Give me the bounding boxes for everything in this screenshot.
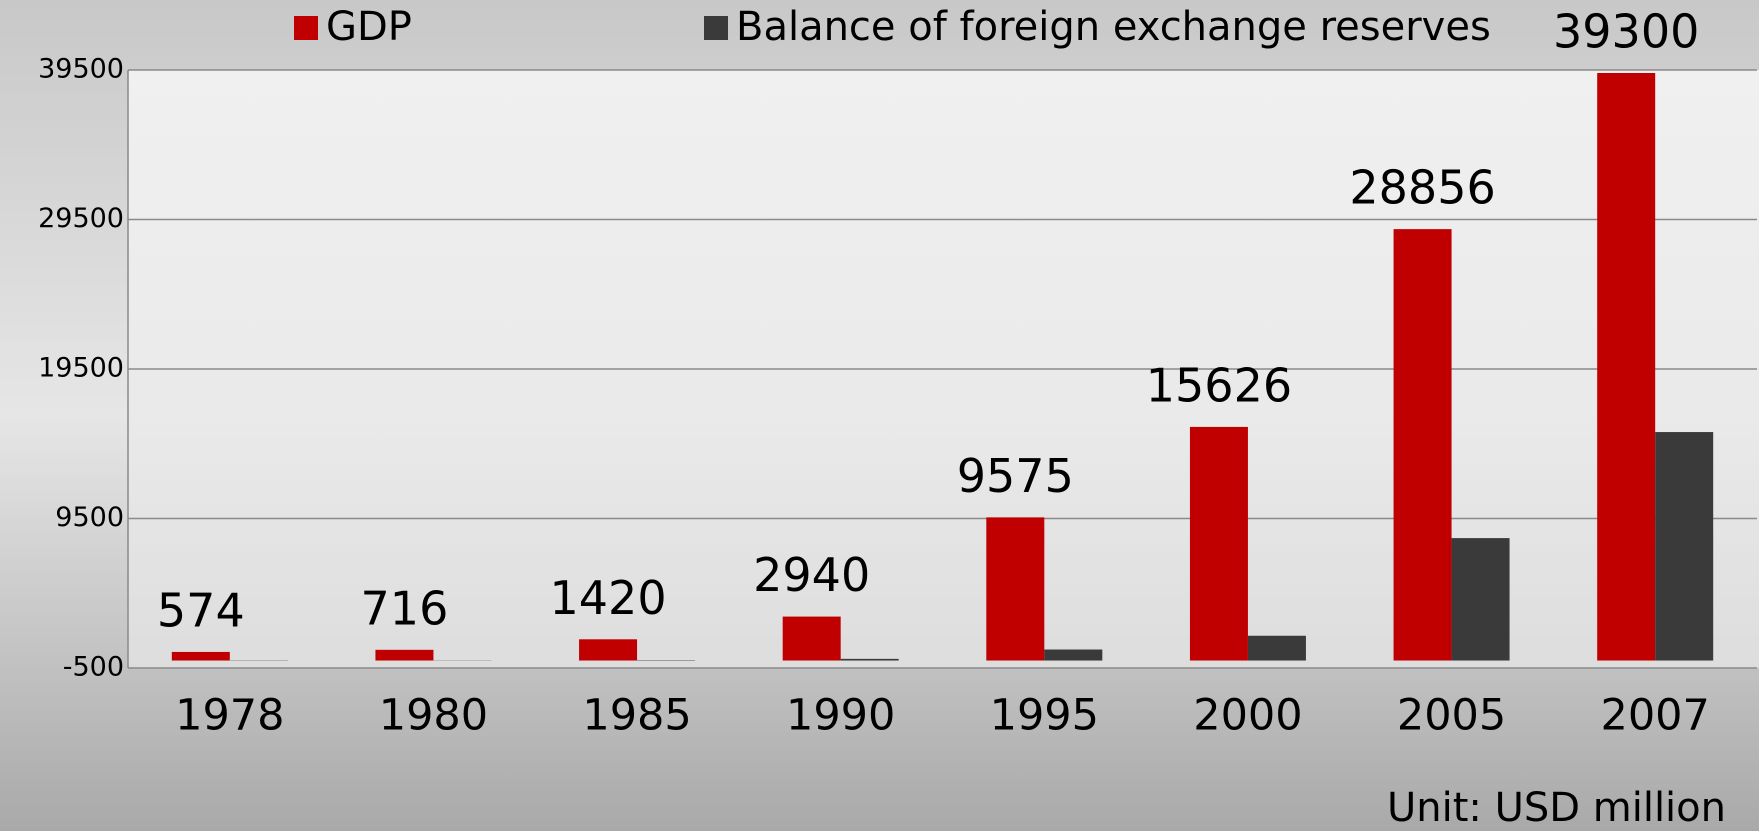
bar bbox=[782, 616, 841, 661]
bar bbox=[1247, 635, 1306, 661]
bar bbox=[1044, 649, 1103, 661]
legend-label: GDP bbox=[326, 4, 412, 50]
bar bbox=[840, 658, 899, 661]
bar bbox=[1451, 538, 1510, 661]
value-label: 2940 bbox=[753, 548, 870, 602]
unit-note: Unit: USD million bbox=[1387, 785, 1726, 831]
legend-swatch bbox=[704, 16, 728, 40]
y-tick-label: 29500 bbox=[38, 203, 124, 234]
value-label: 716 bbox=[361, 581, 449, 635]
bar bbox=[1655, 432, 1714, 661]
value-label: 28856 bbox=[1349, 161, 1495, 215]
value-label: 1420 bbox=[550, 571, 667, 625]
x-tick-label: 1995 bbox=[990, 691, 1099, 741]
value-label: 39300 bbox=[1553, 4, 1699, 58]
bar bbox=[986, 517, 1045, 661]
x-tick-label: 2000 bbox=[1193, 691, 1302, 741]
y-tick-label: 39500 bbox=[38, 54, 124, 85]
x-tick-label: 2007 bbox=[1600, 691, 1709, 741]
bar bbox=[1393, 229, 1452, 661]
y-tick-label: -500 bbox=[63, 652, 124, 683]
x-tick-label: 1990 bbox=[786, 691, 895, 741]
y-tick-label: 19500 bbox=[38, 353, 124, 384]
y-tick-label: 9500 bbox=[55, 502, 124, 533]
x-tick-label: 1985 bbox=[582, 691, 691, 741]
bar bbox=[1597, 72, 1656, 661]
bar bbox=[1189, 426, 1248, 661]
bar bbox=[171, 651, 230, 661]
x-tick-label: 1980 bbox=[379, 691, 488, 741]
value-label: 574 bbox=[157, 583, 245, 637]
legend-label: Balance of foreign exchange reserves bbox=[736, 4, 1491, 50]
value-label: 9575 bbox=[957, 449, 1074, 503]
bar bbox=[375, 649, 434, 661]
x-tick-label: 1978 bbox=[175, 691, 284, 741]
value-label: 15626 bbox=[1146, 358, 1292, 412]
bar bbox=[579, 639, 638, 661]
legend-swatch bbox=[294, 16, 318, 40]
x-tick-label: 2005 bbox=[1397, 691, 1506, 741]
